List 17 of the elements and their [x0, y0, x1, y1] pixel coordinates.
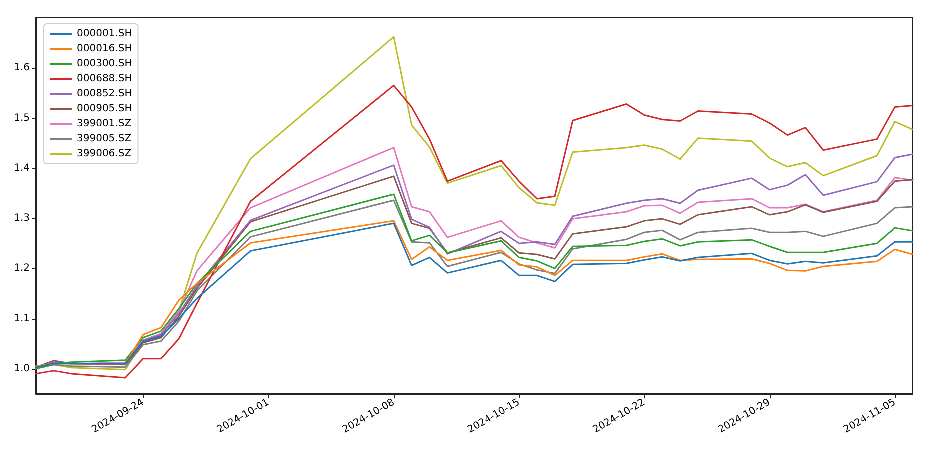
y-tick-label: 1.3: [14, 213, 30, 224]
legend-label: 000016.SH: [77, 44, 132, 54]
legend-label: 000905.SH: [77, 104, 132, 114]
y-tick-label: 1.5: [14, 112, 30, 124]
legend-label: 000852.SH: [77, 88, 132, 100]
y-tick-label: 1.1: [14, 313, 30, 324]
legend-label: 399001.SZ: [77, 118, 132, 130]
legend-label: 399006.SZ: [77, 148, 132, 160]
line-series: [35, 84, 914, 379]
legend-label: 000300.SH: [77, 58, 132, 70]
legend-label: 000688.SH: [77, 74, 132, 84]
legend-label: 399005.SZ: [77, 134, 132, 144]
y-tick-label: 1.2: [14, 263, 30, 274]
y-tick-label: 1.0: [14, 363, 30, 374]
legend-label: 000001.SH: [77, 28, 132, 40]
y-tick-label: 1.6: [14, 62, 30, 74]
y-tick-label: 1.4: [14, 162, 30, 174]
